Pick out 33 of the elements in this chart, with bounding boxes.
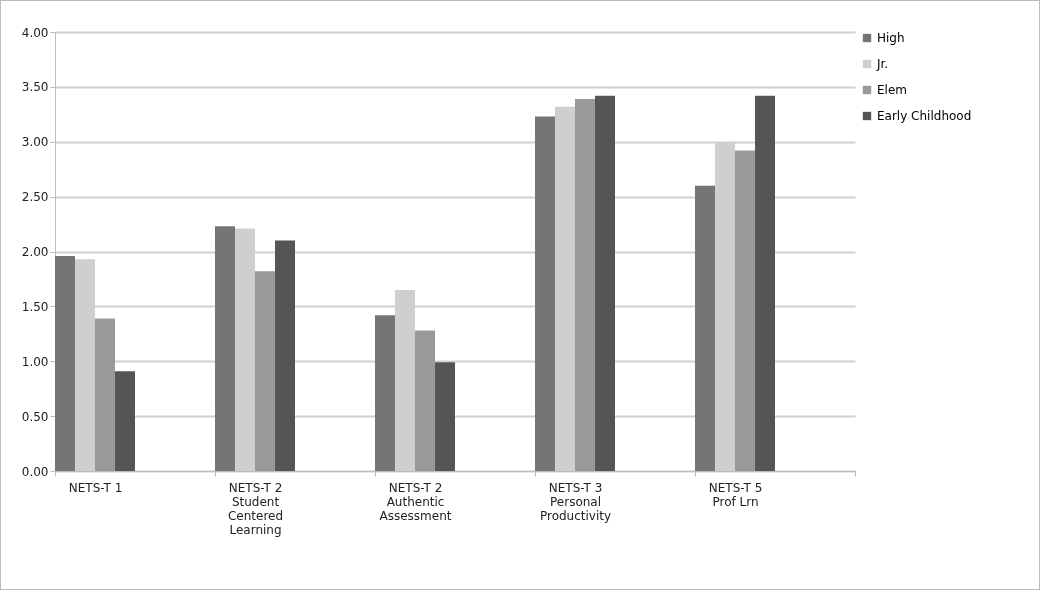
- bar: [115, 371, 135, 471]
- bar: [275, 240, 295, 471]
- bar: [55, 255, 75, 471]
- x-tick-label: NETS-T 5 Prof Lrn: [708, 480, 763, 509]
- bar: [435, 362, 455, 471]
- bar: [695, 185, 715, 471]
- bar: [755, 95, 775, 471]
- x-tick-label: NETS-T 1: [68, 480, 123, 495]
- y-tick-label: 3.00: [21, 135, 49, 150]
- legend-label: Jr.: [876, 57, 889, 71]
- y-tick-label: 1.00: [21, 354, 49, 369]
- x-tick-label: NETS-T 2 Authentic Assessment: [379, 480, 452, 523]
- bar: [535, 116, 555, 471]
- y-tick-label: 0.50: [21, 409, 49, 424]
- y-tick-label: 3.50: [21, 80, 49, 95]
- bar: [255, 271, 275, 471]
- bar: [95, 318, 115, 471]
- bar: [415, 330, 435, 471]
- bar: [595, 95, 615, 471]
- bar: [215, 226, 235, 471]
- y-tick-label: 2.00: [21, 245, 49, 259]
- x-tick-label: NETS-T 3 Personal Productivity: [539, 480, 612, 523]
- bar: [375, 315, 395, 471]
- legend-label: Elem: [877, 83, 907, 97]
- legend-label: Early Childhood: [877, 109, 972, 123]
- y-tick-label: 0.00: [21, 464, 49, 479]
- x-tick-label: NETS-T 2 Student Centered Learning: [227, 480, 284, 537]
- bar: [575, 98, 595, 471]
- legend-label: High: [877, 31, 905, 45]
- bar: [735, 150, 755, 471]
- y-tick-label: 4.00: [21, 25, 49, 40]
- y-tick-label: 2.50: [21, 190, 49, 205]
- y-tick-label: 1.50: [21, 299, 49, 314]
